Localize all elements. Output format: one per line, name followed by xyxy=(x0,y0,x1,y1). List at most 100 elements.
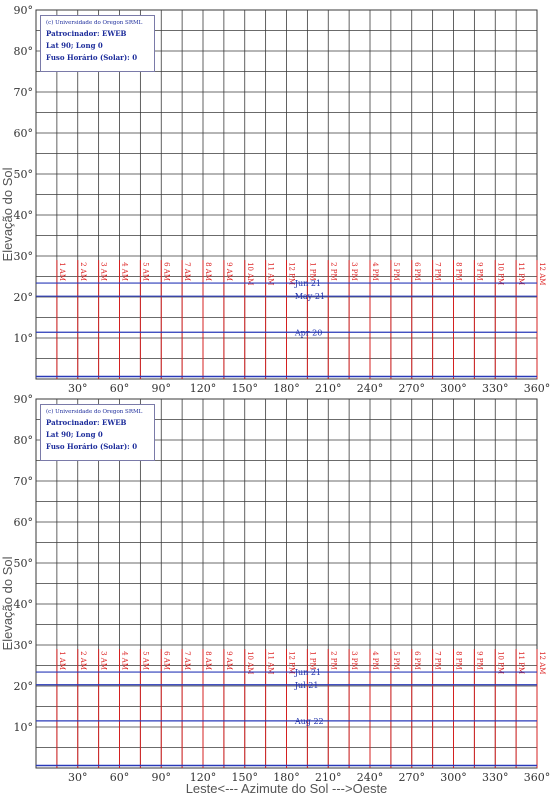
y-tick-label: 10° xyxy=(14,332,34,345)
hour-label: 4 AM xyxy=(121,262,129,281)
hour-label: 4 AM xyxy=(121,651,129,670)
date-label: May 21 xyxy=(295,292,325,301)
y-tick-label: 70° xyxy=(14,475,34,488)
x-tick-label: 90° xyxy=(152,771,172,784)
x-tick-label: 360° xyxy=(524,382,550,395)
hour-label: 3 PM xyxy=(350,651,358,670)
hour-label: 1 AM xyxy=(58,651,66,670)
hour-label: 1 AM xyxy=(58,262,66,281)
y-tick-label: 80° xyxy=(14,434,34,447)
x-tick-label: 180° xyxy=(273,771,300,784)
hour-label: 2 PM xyxy=(329,262,337,281)
hour-label: 5 PM xyxy=(392,262,400,281)
hour-label: 9 PM xyxy=(475,651,483,670)
y-tick-label: 50° xyxy=(14,557,34,570)
x-tick-label: 120° xyxy=(190,382,217,395)
date-label: Jun 21 xyxy=(294,279,321,288)
x-tick-label: 240° xyxy=(357,382,384,395)
x-tick-label: 150° xyxy=(232,382,259,395)
hour-label: 7 PM xyxy=(434,651,442,670)
y-tick-label: 50° xyxy=(14,168,34,181)
hour-label: 5 AM xyxy=(141,262,149,281)
y-tick-label: 90° xyxy=(14,4,34,17)
hour-label: 3 PM xyxy=(350,262,358,281)
x-tick-label: 270° xyxy=(399,382,426,395)
timezone-text: Fuso Horário (Solar): 0 xyxy=(46,53,138,62)
hour-label: 1 PM xyxy=(308,262,316,281)
x-tick-label: 210° xyxy=(315,382,342,395)
hour-label: 9 PM xyxy=(475,262,483,281)
hour-label: 3 AM xyxy=(100,651,108,670)
x-tick-label: 150° xyxy=(232,771,259,784)
hour-label: 6 AM xyxy=(162,651,170,670)
x-tick-label: 240° xyxy=(357,771,384,784)
x-tick-label: 180° xyxy=(273,382,300,395)
x-tick-label: 30° xyxy=(68,382,88,395)
hour-label: 11 AM xyxy=(267,262,275,285)
y-tick-label: 20° xyxy=(14,680,34,693)
hour-label: 2 PM xyxy=(329,651,337,670)
copyright-text: (c) Universidade do Oregon SRML xyxy=(46,20,143,26)
date-label: Apr 20 xyxy=(294,328,322,337)
hour-label: 6 PM xyxy=(413,651,421,670)
hour-label: 2 AM xyxy=(79,262,87,281)
hour-label: 9 AM xyxy=(225,262,233,281)
hour-label: 8 PM xyxy=(455,651,463,670)
y-tick-label: 60° xyxy=(14,127,34,140)
hour-label: 8 PM xyxy=(455,262,463,281)
hour-label: 7 AM xyxy=(183,262,191,281)
hour-label: 6 PM xyxy=(413,262,421,281)
y-tick-label: 30° xyxy=(14,639,34,652)
hour-label: 11 PM xyxy=(517,262,525,285)
hour-label: 10 PM xyxy=(496,262,504,285)
hour-label: 4 PM xyxy=(371,651,379,670)
hour-label: 5 AM xyxy=(141,651,149,670)
y-axis-title: Elevação do Sol xyxy=(0,167,15,261)
hour-label: 10 AM xyxy=(246,651,254,674)
x-tick-label: 360° xyxy=(524,771,550,784)
copyright-text: (c) Universidade do Oregon SRML xyxy=(46,409,143,415)
y-tick-label: 40° xyxy=(14,598,34,611)
hour-label: 7 AM xyxy=(183,651,191,670)
hour-label: 11 AM xyxy=(267,651,275,674)
x-tick-label: 330° xyxy=(482,382,509,395)
y-axis-title: Elevação do Sol xyxy=(0,556,15,650)
hour-label: 7 PM xyxy=(434,262,442,281)
hour-label: 12 PM xyxy=(288,651,296,674)
info-box-bottom: (c) Universidade do Oregon SRML Patrocin… xyxy=(40,404,155,461)
timezone-text: Fuso Horário (Solar): 0 xyxy=(46,442,138,451)
location-text: Lat 90; Long 0 xyxy=(46,41,103,50)
hour-label: 10 AM xyxy=(246,262,254,285)
hour-label: 9 AM xyxy=(225,651,233,670)
date-label: Jul 21 xyxy=(294,681,319,690)
hour-label: 1 PM xyxy=(308,651,316,670)
hour-label: 10 PM xyxy=(496,651,504,674)
sponsor-text: Patrocinador: EWEB xyxy=(46,29,127,38)
date-label: Jun 21 xyxy=(294,668,321,677)
x-tick-label: 300° xyxy=(440,771,467,784)
hour-label: 5 PM xyxy=(392,651,400,670)
y-tick-label: 90° xyxy=(14,393,34,406)
chart-panel-2: 10° 20° 30° 40° 50° 60° 70° 80° 90° 30° 60° 90° 120°… xyxy=(0,393,550,794)
y-tick-label: 10° xyxy=(14,721,34,734)
location-text: Lat 90; Long 0 xyxy=(46,430,103,439)
hour-label: 12 AM xyxy=(538,262,546,285)
hour-label: 3 AM xyxy=(100,262,108,281)
hour-label: 12 PM xyxy=(288,262,296,285)
hour-label: 12 AM xyxy=(538,651,546,674)
x-tick-label: 270° xyxy=(399,771,426,784)
x-tick-label: 210° xyxy=(315,771,342,784)
hour-label: 8 AM xyxy=(204,262,212,281)
y-tick-label: 40° xyxy=(14,209,34,222)
sponsor-text: Patrocinador: EWEB xyxy=(46,418,127,427)
x-tick-label: 30° xyxy=(68,771,88,784)
y-tick-label: 30° xyxy=(14,250,34,263)
date-label: Aug 22 xyxy=(294,717,324,726)
hour-label: 2 AM xyxy=(79,651,87,670)
x-tick-label: 60° xyxy=(110,771,130,784)
hour-label: 8 AM xyxy=(204,651,212,670)
x-axis-title: Leste<--- Azimute do Sol --->Oeste xyxy=(186,781,388,794)
y-tick-label: 60° xyxy=(14,516,34,529)
y-tick-label: 70° xyxy=(14,86,34,99)
